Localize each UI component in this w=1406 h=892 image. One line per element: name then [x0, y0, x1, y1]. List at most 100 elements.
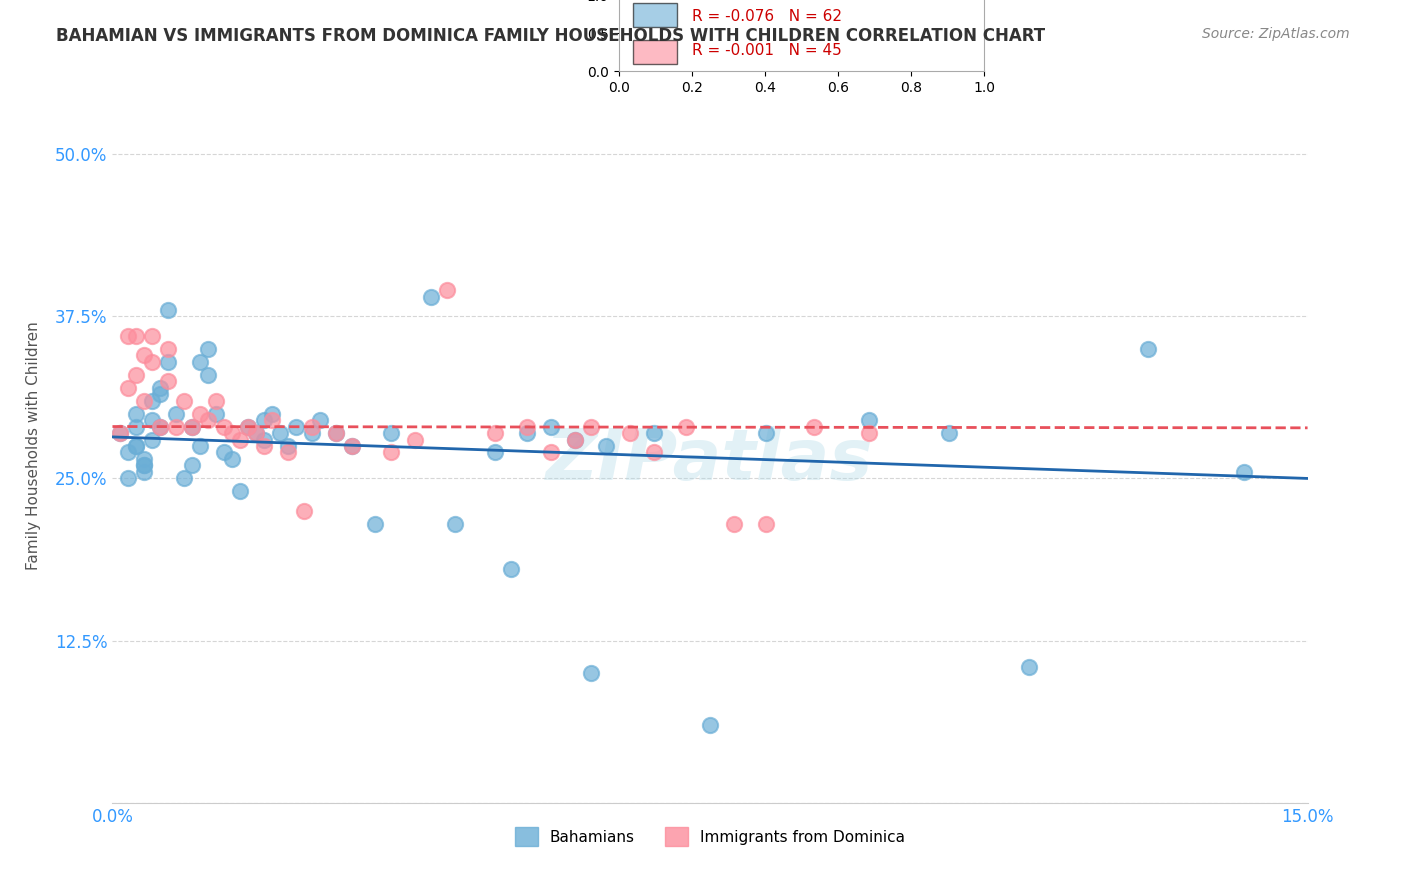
Y-axis label: Family Households with Children: Family Households with Children — [27, 322, 41, 570]
Point — [540, 419, 562, 434]
Point — [516, 419, 538, 434]
Point — [675, 419, 697, 434]
Point — [165, 419, 187, 434]
Point — [284, 419, 307, 434]
Point — [117, 445, 139, 459]
Point — [301, 425, 323, 440]
Point — [110, 425, 132, 440]
Point — [205, 393, 228, 408]
Point — [325, 425, 347, 440]
Point — [755, 516, 778, 531]
Point — [1233, 465, 1256, 479]
Point — [165, 407, 187, 421]
Point — [643, 425, 665, 440]
Point — [364, 516, 387, 531]
Point — [723, 516, 745, 531]
Point — [1137, 342, 1160, 356]
Point — [858, 413, 880, 427]
Point — [212, 419, 235, 434]
Point — [125, 407, 148, 421]
Point — [141, 328, 163, 343]
Point — [619, 425, 641, 440]
Text: ZIPatlas: ZIPatlas — [547, 425, 873, 495]
Point — [380, 425, 402, 440]
Point — [197, 368, 219, 382]
Point — [540, 445, 562, 459]
Point — [221, 452, 243, 467]
Point — [157, 354, 180, 368]
Point — [436, 283, 458, 297]
Point — [110, 425, 132, 440]
Point — [340, 439, 363, 453]
Point — [134, 465, 156, 479]
Point — [125, 328, 148, 343]
Point — [125, 439, 148, 453]
Point — [181, 419, 204, 434]
Point — [380, 445, 402, 459]
Point — [340, 439, 363, 453]
Point — [564, 433, 586, 447]
Point — [229, 484, 252, 499]
Point — [420, 290, 443, 304]
Point — [221, 425, 243, 440]
FancyBboxPatch shape — [633, 39, 678, 64]
Point — [269, 425, 291, 440]
Point — [277, 445, 299, 459]
Point — [157, 342, 180, 356]
Point — [197, 413, 219, 427]
Point — [236, 419, 259, 434]
Point — [188, 407, 211, 421]
Point — [134, 458, 156, 473]
Point — [564, 433, 586, 447]
Point — [595, 439, 617, 453]
Point — [134, 393, 156, 408]
Point — [173, 471, 195, 485]
Point — [699, 718, 721, 732]
Point — [484, 425, 506, 440]
Point — [301, 419, 323, 434]
Point — [212, 445, 235, 459]
Point — [157, 302, 180, 317]
Point — [125, 368, 148, 382]
Legend: Bahamians, Immigrants from Dominica: Bahamians, Immigrants from Dominica — [509, 822, 911, 852]
Point — [858, 425, 880, 440]
Point — [236, 419, 259, 434]
Point — [516, 425, 538, 440]
Point — [253, 413, 276, 427]
Point — [181, 419, 204, 434]
Point — [181, 458, 204, 473]
Point — [134, 348, 156, 362]
Point — [149, 387, 172, 401]
Text: R = -0.001   N = 45: R = -0.001 N = 45 — [692, 43, 842, 58]
Point — [141, 393, 163, 408]
Point — [117, 381, 139, 395]
FancyBboxPatch shape — [633, 3, 678, 28]
Point — [938, 425, 960, 440]
Point — [141, 413, 163, 427]
Point — [149, 419, 172, 434]
Point — [149, 419, 172, 434]
Point — [188, 354, 211, 368]
Point — [197, 342, 219, 356]
Point — [173, 393, 195, 408]
Point — [643, 445, 665, 459]
Point — [141, 433, 163, 447]
Point — [325, 425, 347, 440]
Point — [499, 562, 522, 576]
Point — [141, 354, 163, 368]
Point — [277, 439, 299, 453]
Text: Source: ZipAtlas.com: Source: ZipAtlas.com — [1202, 27, 1350, 41]
Point — [308, 413, 330, 427]
Point — [188, 439, 211, 453]
Text: R = -0.076   N = 62: R = -0.076 N = 62 — [692, 9, 842, 24]
Point — [484, 445, 506, 459]
Point — [117, 471, 139, 485]
Point — [229, 433, 252, 447]
Point — [134, 452, 156, 467]
Point — [755, 425, 778, 440]
Point — [253, 433, 276, 447]
Point — [149, 381, 172, 395]
Point — [245, 425, 267, 440]
Point — [579, 419, 602, 434]
Point — [260, 413, 283, 427]
